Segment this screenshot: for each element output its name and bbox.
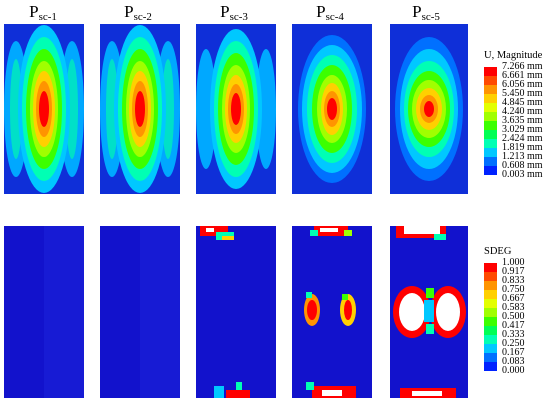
legend-swatch	[484, 166, 497, 175]
legend-value: 0.500	[502, 311, 525, 322]
legend-value: 0.833	[502, 275, 525, 286]
legend-swatch	[484, 290, 497, 299]
legend-swatch	[484, 148, 497, 157]
displacement-legend-title: U, Magnitude	[484, 50, 543, 61]
legend-value: 4.845 mm	[502, 97, 543, 108]
legend-swatch	[484, 317, 497, 326]
legend-swatch	[484, 130, 497, 139]
legend-value: 7.266 mm	[502, 61, 543, 72]
column-title-1: Psc-1	[29, 2, 57, 23]
legend-swatch	[484, 281, 497, 290]
legend-swatch	[484, 362, 497, 371]
legend-value: 0.750	[502, 284, 525, 295]
damage-contour-4	[292, 226, 372, 398]
legend-value: 4.240 mm	[502, 106, 543, 117]
legend-swatch	[484, 263, 497, 272]
legend-value: 0.917	[502, 266, 525, 277]
legend-value: 1.000	[502, 257, 525, 268]
legend-swatch	[484, 139, 497, 148]
legend-value: 2.424 mm	[502, 133, 543, 144]
legend-swatch	[484, 112, 497, 121]
legend-swatch	[484, 353, 497, 362]
legend-value: 0.417	[502, 320, 525, 331]
column-title-2: Psc-2	[124, 2, 152, 23]
damage-contour-5	[390, 226, 468, 398]
legend-swatch	[484, 94, 497, 103]
column-title-4: Psc-4	[316, 2, 344, 23]
displacement-contour-3	[196, 24, 276, 194]
legend-value: 0.003 mm	[502, 169, 543, 180]
legend-swatch	[484, 326, 497, 335]
legend-swatch	[484, 299, 497, 308]
column-title-5: Psc-5	[412, 2, 440, 23]
legend-value: 6.056 mm	[502, 79, 543, 90]
damage-legend: SDEG 1.000 0.917 0.833 0.750 0.667 0.583…	[484, 246, 544, 376]
damage-contour-3	[196, 226, 276, 398]
legend-swatch	[484, 67, 497, 76]
legend-value: 0.608 mm	[502, 160, 543, 171]
damage-legend-title: SDEG	[484, 246, 512, 257]
displacement-contour-4	[292, 24, 372, 194]
displacement-legend: U, Magnitude 7.266 mm 6.661 mm 6.056 mm …	[484, 50, 550, 180]
legend-value: 0.333	[502, 329, 525, 340]
legend-value: 0.083	[502, 356, 525, 367]
legend-swatch	[484, 76, 497, 85]
legend-value: 3.029 mm	[502, 124, 543, 135]
legend-swatch	[484, 272, 497, 281]
legend-value: 5.450 mm	[502, 88, 543, 99]
displacement-contour-2	[100, 24, 180, 194]
legend-swatch	[484, 121, 497, 130]
legend-value: 0.667	[502, 293, 525, 304]
legend-swatch	[484, 344, 497, 353]
legend-value: 1.819 mm	[502, 142, 543, 153]
displacement-contour-5	[390, 24, 468, 194]
legend-swatch	[484, 335, 497, 344]
displacement-contour-1	[4, 24, 84, 194]
legend-value: 3.635 mm	[502, 115, 543, 126]
legend-swatch	[484, 157, 497, 166]
legend-swatch	[484, 85, 497, 94]
legend-value: 1.213 mm	[502, 151, 543, 162]
legend-value: 0.000	[502, 365, 525, 376]
legend-value: 0.250	[502, 338, 525, 349]
legend-swatch	[484, 308, 497, 317]
damage-contour-1	[4, 226, 84, 398]
legend-value: 0.167	[502, 347, 525, 358]
legend-value: 0.583	[502, 302, 525, 313]
legend-value: 6.661 mm	[502, 70, 543, 81]
damage-contour-2	[100, 226, 180, 398]
legend-swatch	[484, 103, 497, 112]
column-title-3: Psc-3	[220, 2, 248, 23]
